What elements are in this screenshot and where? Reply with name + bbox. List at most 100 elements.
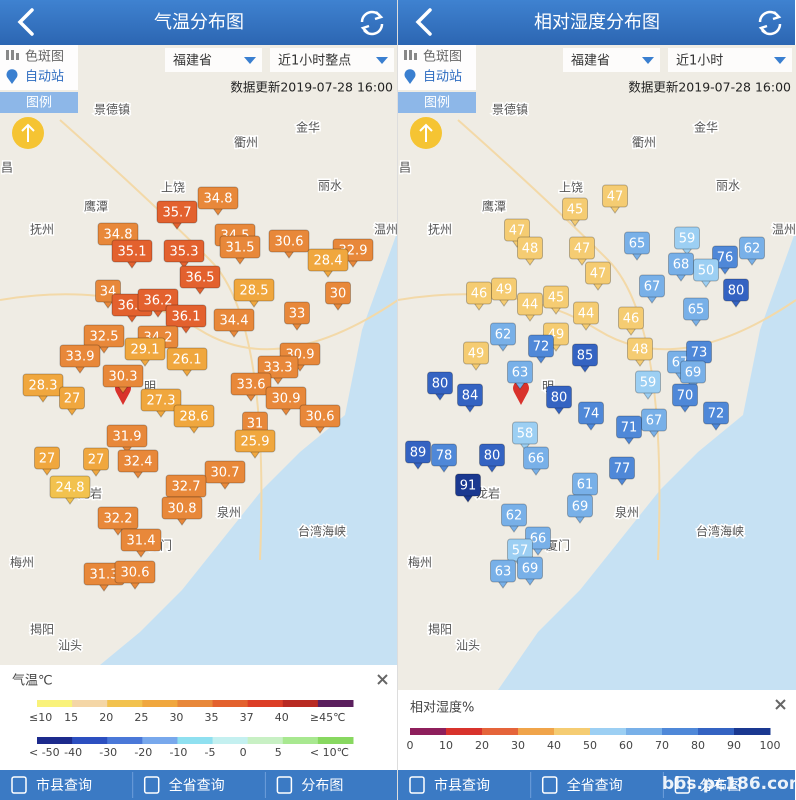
bubble <box>528 334 554 358</box>
bubble <box>703 401 729 425</box>
nav-item[interactable]: 分布图 <box>699 778 741 794</box>
bubble <box>455 473 481 497</box>
station-bubble: 44 <box>573 301 599 331</box>
bubble <box>723 278 749 302</box>
bubble <box>124 337 166 361</box>
station-value: 80 <box>728 284 745 299</box>
refresh-button[interactable] <box>360 10 384 36</box>
nav-item[interactable]: 市县查询 <box>434 777 490 794</box>
place-name: 泉州 <box>615 506 639 520</box>
station-value: 48 <box>632 343 649 358</box>
station-value: 62 <box>495 328 512 343</box>
bubble <box>602 184 628 208</box>
station-value: 61 <box>577 478 594 493</box>
nav-item[interactable]: 全省查询 <box>567 777 623 794</box>
legend-swatch <box>482 728 519 735</box>
legend-close[interactable] <box>775 699 786 710</box>
station-value: 30.6 <box>275 235 304 250</box>
legend-label: -30 <box>99 746 117 759</box>
legend-swatch <box>446 728 483 735</box>
station-value: 47 <box>590 267 607 282</box>
nav-item[interactable]: 分布图 <box>301 778 343 794</box>
station-value: 69 <box>685 366 702 381</box>
bubble <box>567 494 593 518</box>
legend-label: -20 <box>134 746 152 759</box>
bottom-nav <box>0 770 397 800</box>
legend-title: 气温℃ <box>12 673 53 689</box>
back-button[interactable] <box>17 8 34 36</box>
station-value: 31 <box>247 417 264 432</box>
dropdown-period: 近1小时整点 <box>278 54 351 69</box>
legend-label: 20 <box>475 739 489 752</box>
station-value: 30 <box>330 287 347 302</box>
legend-label: ≥45℃ <box>310 711 346 724</box>
station-bubble: 72 <box>703 401 729 431</box>
station-bubble: 44 <box>517 292 543 322</box>
legend-button[interactable]: 图例 <box>424 96 450 111</box>
sea <box>498 230 796 690</box>
bubble <box>680 360 706 384</box>
bubble <box>572 343 598 367</box>
bubble <box>585 261 611 285</box>
place-name: 泉州 <box>217 506 241 520</box>
bubble <box>546 385 572 409</box>
legend-swatch <box>247 737 284 744</box>
station-bubble: 80 <box>427 371 453 401</box>
bubble <box>672 383 698 407</box>
legend-label: 20 <box>99 711 113 724</box>
place-name: 台湾海峡 <box>696 524 744 539</box>
nav-icon <box>674 776 691 794</box>
station-value: 66 <box>530 532 547 547</box>
station-value: 47 <box>607 190 624 205</box>
dropdown[interactable] <box>270 48 394 72</box>
legend-swatch <box>626 728 663 735</box>
bubble <box>83 447 109 471</box>
station-value: 28.4 <box>314 254 343 269</box>
update-time: 数据更新2019-07-28 16:00 <box>628 80 791 95</box>
station-value: 78 <box>436 449 453 464</box>
dropdown[interactable] <box>165 48 262 72</box>
bubble <box>284 301 310 325</box>
back-button[interactable] <box>415 8 432 36</box>
station-value: 67 <box>646 414 663 429</box>
layer-toggle[interactable]: 色斑图 <box>25 49 64 65</box>
station-value: 84 <box>462 389 479 404</box>
legend-label: 25 <box>134 711 148 724</box>
legend-swatch <box>734 728 771 735</box>
legend-button[interactable]: 图例 <box>26 96 52 111</box>
station-bubble: 80 <box>546 385 572 415</box>
dropdown[interactable] <box>563 48 660 72</box>
refresh-button[interactable] <box>758 10 782 36</box>
station-type[interactable]: 自动站 <box>25 70 64 85</box>
place-name: 抚州 <box>30 223 54 237</box>
place-name: 上饶 <box>161 181 185 195</box>
station-bubble: 59 <box>674 226 700 256</box>
nav-item[interactable]: 市县查询 <box>36 777 92 794</box>
nav-item[interactable]: 全省查询 <box>169 777 225 794</box>
dropdown-arrow <box>376 57 388 64</box>
bubble <box>517 556 543 580</box>
bubble <box>230 372 272 396</box>
station-bubble: 84 <box>457 383 483 413</box>
station-value: 47 <box>509 224 526 239</box>
station-value: 30.3 <box>109 370 138 385</box>
place-name: 汕头 <box>456 639 480 653</box>
legend-swatch <box>72 700 108 707</box>
place-name: 丽水 <box>716 179 740 193</box>
header <box>398 0 795 45</box>
station-type[interactable]: 自动站 <box>423 70 462 85</box>
legend-close[interactable] <box>377 674 388 685</box>
legend-swatch <box>317 737 354 744</box>
bubble <box>156 200 198 224</box>
title: 相对湿度分布图 <box>534 12 660 33</box>
station-bubble: 80 <box>723 278 749 308</box>
dropdown[interactable] <box>668 48 792 72</box>
header <box>0 0 397 45</box>
station-bubble: 48 <box>627 337 653 367</box>
bubble <box>627 337 653 361</box>
layer-toggle[interactable]: 色斑图 <box>423 49 462 65</box>
station-bubble: 63 <box>507 360 533 390</box>
legend-swatch <box>142 737 178 744</box>
place-name: 鹰潭 <box>482 199 506 214</box>
station-bubble: 33.9 <box>59 344 101 374</box>
